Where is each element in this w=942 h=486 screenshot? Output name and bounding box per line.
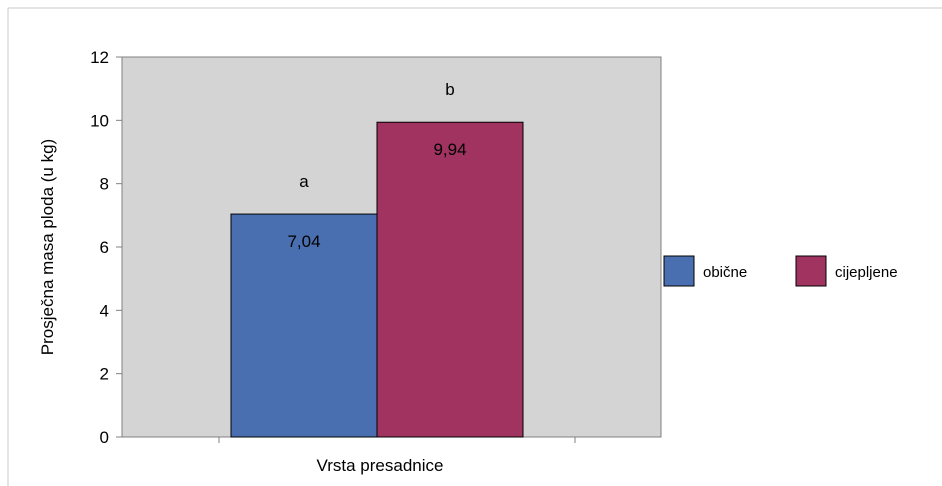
bar-value-label: 9,94 <box>433 140 466 159</box>
y-tick-label: 12 <box>90 48 109 67</box>
legend-swatch-obicne <box>663 255 695 287</box>
y-tick-label: 4 <box>100 301 109 320</box>
significance-letter: b <box>445 80 454 99</box>
data-labels: 7,04 a 9,94 b <box>287 80 466 251</box>
y-tick-label: 10 <box>90 111 109 130</box>
y-tick-label: 2 <box>100 365 109 384</box>
legend-label-cijepljene: cijepljene <box>835 264 898 281</box>
y-tick-label: 6 <box>100 238 109 257</box>
bars <box>230 121 524 438</box>
bar-obicne <box>230 213 378 438</box>
bar-cijepljene <box>376 121 524 438</box>
bar-value-label: 7,04 <box>287 232 320 251</box>
y-axis: 0 2 4 6 8 10 12 <box>90 48 576 447</box>
y-tick-label: 8 <box>100 175 109 194</box>
legend: obične cijepljene <box>663 255 898 287</box>
legend-label-obicne: obične <box>703 264 747 281</box>
y-tick-label: 0 <box>100 428 109 447</box>
y-axis-title: Prosječna masa ploda (u kg) <box>38 139 57 355</box>
legend-swatch-cijepljene <box>795 255 827 287</box>
x-axis-title: Vrsta presadnice <box>317 456 444 475</box>
significance-letter: a <box>299 172 309 191</box>
